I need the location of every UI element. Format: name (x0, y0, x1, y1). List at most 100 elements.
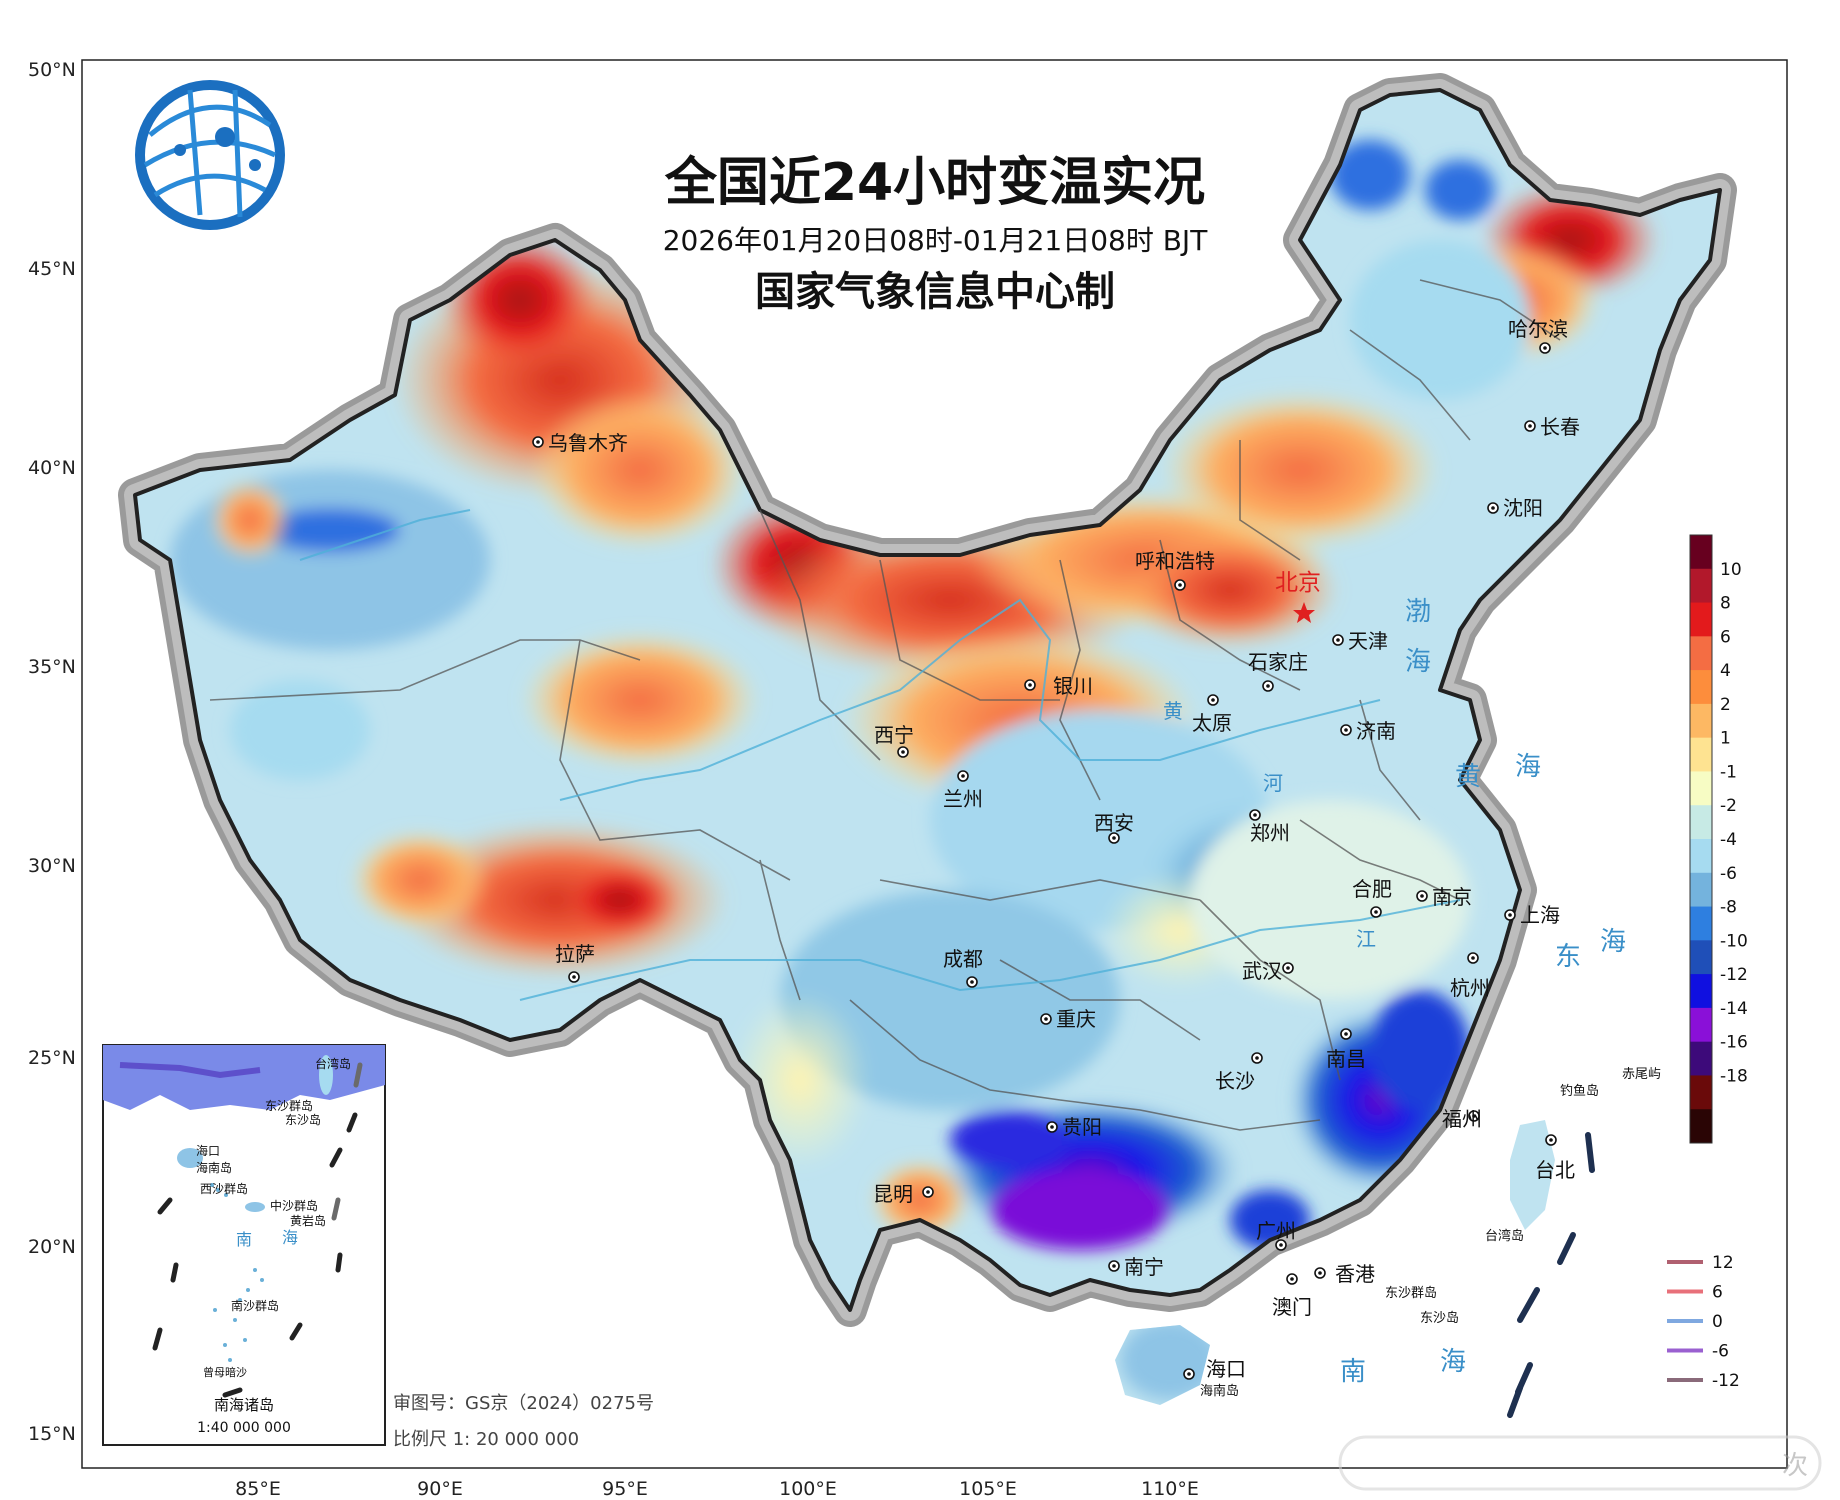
latitude-axis: 50°N 45°N 40°N 35°N 30°N 25°N 20°N 15°N (28, 59, 76, 1445)
legend-line-label: 12 (1712, 1253, 1734, 1273)
city-marker: 昆明 (873, 1182, 934, 1206)
lon-label: 105°E (959, 1478, 1017, 1500)
city-dot-center (1549, 1138, 1553, 1142)
map-producer: 国家气象信息中心制 (755, 269, 1115, 315)
map-period: 2026年01月20日08时-01月21日08时 BJT (663, 224, 1209, 257)
inset-label: 台湾岛 (315, 1056, 351, 1071)
legend-color-band (1690, 974, 1712, 1009)
river-labels: 黄 河 江 (1163, 699, 1376, 951)
sea-labels: 渤 海 黄 海 东 海 南 海 (1340, 597, 1626, 1387)
capital-star-icon (1293, 602, 1315, 623)
city-marker: 南京 (1416, 885, 1472, 909)
city-dot-center (1336, 638, 1340, 642)
watermark-text: 次 (1782, 1451, 1808, 1481)
legend-line-label: 0 (1712, 1312, 1723, 1332)
legend-color-band (1690, 636, 1712, 671)
city-marker: 上海 (1504, 903, 1560, 927)
legend-color-band (1690, 805, 1712, 840)
city-label: 福州 (1442, 1107, 1482, 1131)
inset-label: 中沙群岛 (270, 1198, 318, 1213)
city-label: 成都 (943, 947, 983, 971)
city-marker: 拉萨 (555, 942, 595, 983)
lat-label: 30°N (28, 855, 76, 877)
city-marker: 杭州 (1450, 952, 1490, 1000)
legend-tick-label: -8 (1720, 898, 1737, 918)
legend-tick-label: 1 (1720, 729, 1731, 749)
legend-color-band (1690, 1041, 1712, 1076)
inset-label: 东沙岛 (285, 1112, 321, 1127)
city-marker: 哈尔滨 (1508, 317, 1568, 354)
city-dot-center (1543, 346, 1547, 350)
city-label: 石家庄 (1248, 650, 1308, 674)
city-dot-center (1491, 506, 1495, 510)
city-marker: 西宁 (874, 723, 914, 758)
legend-tick-label: -2 (1720, 796, 1737, 816)
city-dot-center (1318, 1271, 1322, 1275)
city-marker: 济南 (1340, 719, 1396, 743)
city-label: 乌鲁木齐 (548, 431, 628, 455)
city-label: 合肥 (1352, 877, 1392, 901)
city-label: 银川 (1053, 674, 1093, 698)
lat-label: 20°N (28, 1236, 76, 1258)
sea-label: 海 (1600, 927, 1626, 957)
fill-legend: 10 8 6 4 2 1 -1 -2 -4 -6 -8 -10 -12 -14 -16 -18 (1689, 534, 1748, 1144)
city-marker: 西安 (1094, 811, 1134, 844)
city-label: 拉萨 (555, 942, 595, 966)
city-label: 沈阳 (1503, 496, 1543, 520)
island-label: 东沙岛 (1420, 1310, 1459, 1326)
legend-color-band (1690, 940, 1712, 975)
legend-color-band (1690, 737, 1712, 772)
city-label: 西安 (1094, 811, 1134, 835)
watermark: 次 (1338, 1435, 1822, 1491)
island-label: 钓鱼岛 (1560, 1083, 1599, 1099)
inset-title: 南海诸岛 (214, 1396, 274, 1414)
city-dot-center (1374, 910, 1378, 914)
longitude-axis: 85°E 90°E 95°E 100°E 105°E 110°E (235, 1478, 1199, 1500)
city-dot-center (1255, 1056, 1259, 1060)
city-dot-center (1472, 1114, 1476, 1118)
legend-color-band (1690, 703, 1712, 739)
city-dot-center (1266, 684, 1270, 688)
sea-label: 海 (1515, 752, 1541, 782)
city-marker: 重庆 (1040, 1007, 1096, 1031)
city-marker: 武汉 (1242, 959, 1294, 983)
inset-label: 海口 (196, 1143, 220, 1158)
city-dot-center (961, 774, 965, 778)
review-number: 审图号：GS京（2024）0275号 (393, 1393, 654, 1414)
legend-color-band (1690, 771, 1712, 806)
city-dot-center (1050, 1125, 1054, 1129)
city-label: 杭州 (1450, 976, 1490, 1000)
city-label: 广州 (1256, 1219, 1296, 1243)
city-label: 昆明 (873, 1182, 913, 1206)
inset-land (103, 1045, 385, 1110)
capital-label: 北京 (1275, 570, 1321, 596)
city-dot-center (536, 440, 540, 444)
legend-color-band (1690, 568, 1712, 604)
map-scale: 比例尺 1: 20 000 000 (393, 1429, 579, 1450)
inset-label: 东沙群岛 (265, 1098, 313, 1113)
island-label: 海南岛 (1200, 1383, 1239, 1399)
legend-color-band (1690, 1109, 1712, 1144)
city-marker: 成都 (943, 947, 983, 988)
legend-tick-label: -12 (1720, 965, 1748, 985)
inset-frame (102, 1044, 386, 1446)
inset-south-china-sea: 台湾岛 东沙群岛 东沙岛 海口 海南岛 西沙群岛 中沙群岛 黄岩岛 南 海 南沙… (102, 1044, 386, 1446)
legend-line-label: 6 (1712, 1283, 1723, 1303)
city-dot-center (1286, 966, 1290, 970)
city-marker: 长沙 (1215, 1052, 1263, 1093)
city-label: 武汉 (1242, 959, 1282, 983)
legend-tick-label: -10 (1720, 931, 1748, 951)
city-dot-center (1044, 1017, 1048, 1021)
city-marker: 广州 (1256, 1219, 1296, 1251)
city-marker: 海口 (1183, 1357, 1246, 1381)
city-marker: 长春 (1524, 415, 1580, 439)
sea-label: 黄 (1455, 762, 1481, 792)
city-dot-center (1178, 583, 1182, 587)
legend-color-band (1690, 872, 1712, 908)
legend-tick-label: 6 (1720, 627, 1731, 647)
river-label: 河 (1263, 771, 1283, 795)
legend-color-band (1690, 535, 1712, 570)
city-marker: 石家庄 (1248, 650, 1308, 692)
legend-line-label: -12 (1712, 1371, 1740, 1391)
